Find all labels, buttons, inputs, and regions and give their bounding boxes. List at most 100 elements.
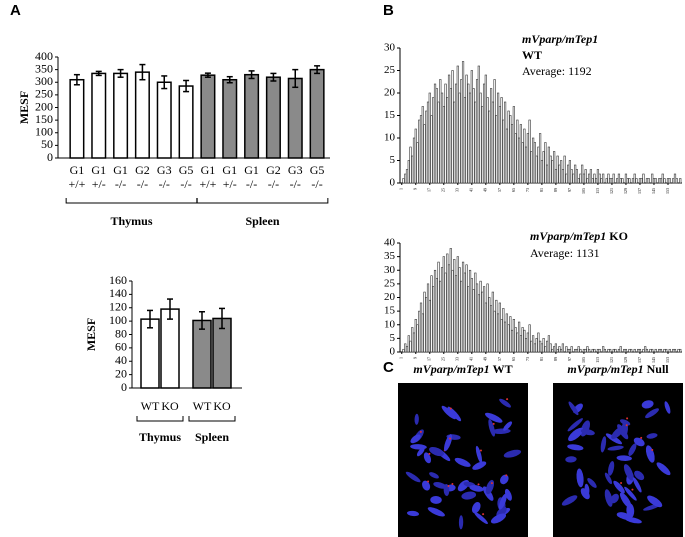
group-bracket [136,416,184,422]
chromosome [567,418,583,432]
bar [442,106,445,184]
x-tick-label: 145 [651,188,656,194]
bar [407,335,410,353]
y-tick-label: 160 [109,273,127,287]
bar [134,71,150,159]
y-tick-label: 15 [384,305,396,317]
bar [540,160,543,184]
chromosome [423,452,432,464]
chromosome [604,472,613,485]
bar [659,178,663,184]
y-tick-label: 80 [115,326,127,340]
image-gene: mVparp/mTep1 [567,362,643,376]
image-genotype: WT [493,362,513,376]
bar [460,79,463,184]
bar [658,178,661,184]
bar [561,169,564,184]
bar [539,133,542,184]
bar [505,313,508,353]
bar [491,101,494,184]
bar [423,124,426,184]
x-tick-label: G1 [113,163,128,177]
chromosome [441,405,456,420]
bar [623,348,626,353]
x-tick-label: 89 [553,357,558,361]
telomere-signal [447,485,450,488]
bar [200,74,216,159]
x-tick-label: WT [193,399,212,413]
bar [404,343,407,353]
x-tick-sublabel: +/- [92,177,106,191]
chromosome [604,489,613,507]
bar [140,318,160,389]
chromosome [632,477,642,493]
bar [654,178,657,184]
chromosome [568,401,579,416]
chromosome [454,457,471,467]
bar [626,178,629,184]
bar [631,178,635,184]
x-tick-label: G5 [179,163,194,177]
y-tick-label: 35 [384,250,396,262]
bar [651,173,654,184]
bar [460,280,463,353]
bar [451,70,454,184]
bar [525,146,528,184]
bar [440,92,444,184]
x-tick-label: G1 [201,163,216,177]
x-tick-label: 57 [497,188,502,192]
bar [507,110,510,184]
bar [156,81,172,159]
telomere-signal [428,452,431,455]
bar [486,283,489,353]
bar [465,264,468,353]
bar [612,348,615,353]
chromosome [433,482,447,489]
x-tick-label: 1 [399,188,404,190]
chromosome [484,412,503,423]
bar [542,151,545,184]
telomere-signal [419,430,422,433]
bar [666,178,670,184]
bar [652,178,656,184]
x-tick-label: 137 [637,188,642,194]
bar [418,119,421,184]
bar [568,348,571,353]
chromosome [414,413,419,425]
bar [668,348,671,353]
bar [581,164,584,184]
telomere-signal [640,436,643,439]
bar [586,178,589,184]
x-tick-sublabel: -/- [137,177,148,191]
bar [628,348,631,353]
chromosome [607,461,615,476]
bar [437,261,440,353]
chromosome [656,462,671,476]
bar [591,178,594,184]
bar [630,348,633,353]
y-tick-label: 40 [384,237,396,249]
chromosome [576,468,584,488]
x-tick-label: G1 [222,163,237,177]
y-tick-label: 0 [390,177,396,189]
bar [574,164,577,184]
bar [591,348,594,353]
telomere-signal [620,482,623,485]
bar [433,269,437,353]
x-tick-label: 1 [399,357,404,359]
group-bracket [188,416,236,422]
chromosome [647,495,663,508]
x-tick-sublabel: -/- [246,177,257,191]
y-tick-label: 25 [384,64,396,76]
bar [472,289,475,353]
chromosome [422,480,431,491]
bar [617,348,621,353]
bar [449,248,452,353]
bar [554,343,557,353]
chromosome [499,398,511,408]
x-tick-label: 65 [511,188,516,192]
bar [570,346,573,353]
x-tick-label: G5 [310,163,325,177]
bar [556,348,559,353]
group-bracket [65,198,198,204]
